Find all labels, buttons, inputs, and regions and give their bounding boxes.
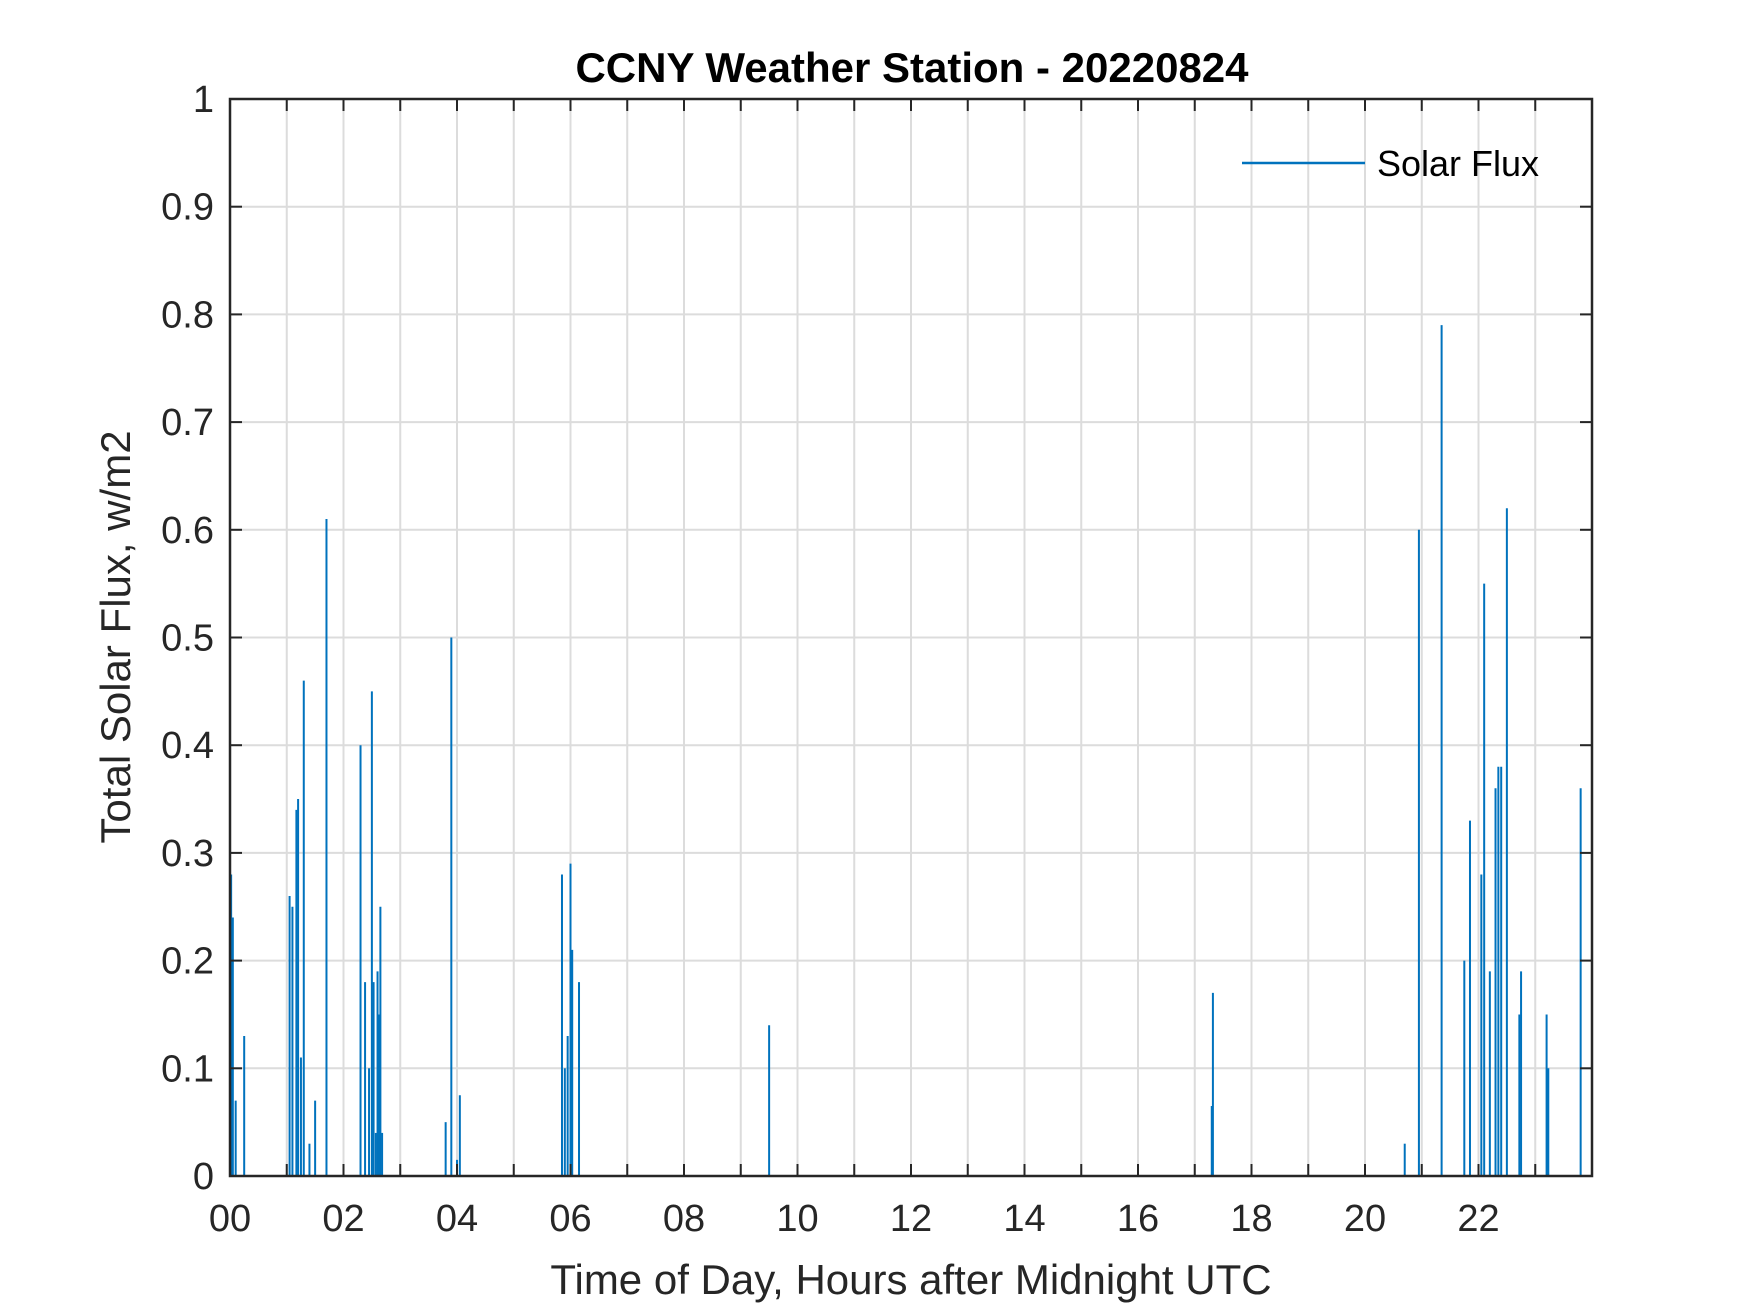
- x-tick-label: 14: [1003, 1198, 1045, 1240]
- y-tick-labels: 0 0.1 0.2 0.3 0.4 0.5 0.6 0.7 0.8 0.9 1: [161, 79, 214, 1198]
- x-tick-label: 20: [1344, 1198, 1386, 1240]
- y-tick-label: 0.1: [161, 1048, 214, 1090]
- x-axis-label: Time of Day, Hours after Midnight UTC: [550, 1256, 1271, 1303]
- x-tick-label: 02: [322, 1198, 364, 1240]
- y-tick-label: 0.2: [161, 941, 214, 983]
- y-axis-label: Total Solar Flux, w/m2: [92, 430, 139, 843]
- x-tick-label: 16: [1117, 1198, 1159, 1240]
- plot-frame: [228, 97, 1594, 1178]
- y-tick-label: 0.9: [161, 187, 214, 229]
- x-tick-label: 04: [436, 1198, 478, 1240]
- y-tick-label: 0: [193, 1156, 214, 1198]
- y-tick-label: 1: [193, 79, 214, 121]
- chart-title: CCNY Weather Station - 20220824: [575, 44, 1249, 91]
- x-tick-label: 00: [209, 1198, 251, 1240]
- y-tick-label: 0.4: [161, 725, 214, 767]
- grid-lines: [230, 99, 1592, 1176]
- legend: Solar Flux: [1242, 143, 1539, 184]
- x-tick-label: 10: [776, 1198, 818, 1240]
- y-tick-label: 0.7: [161, 402, 214, 444]
- x-tick-labels: 00 02 04 06 08 10 12 14 16 18 20 22: [209, 1198, 1500, 1240]
- y-tick-label: 0.8: [161, 294, 214, 336]
- x-tick-label: 18: [1230, 1198, 1272, 1240]
- y-tick-label: 0.3: [161, 833, 214, 875]
- x-tick-label: 22: [1457, 1198, 1499, 1240]
- y-tick-label: 0.5: [161, 618, 214, 660]
- y-tick-label: 0.6: [161, 510, 214, 552]
- x-tick-label: 08: [663, 1198, 705, 1240]
- legend-label-solar-flux: Solar Flux: [1377, 143, 1539, 184]
- x-tick-label: 06: [549, 1198, 591, 1240]
- x-tick-label: 12: [890, 1198, 932, 1240]
